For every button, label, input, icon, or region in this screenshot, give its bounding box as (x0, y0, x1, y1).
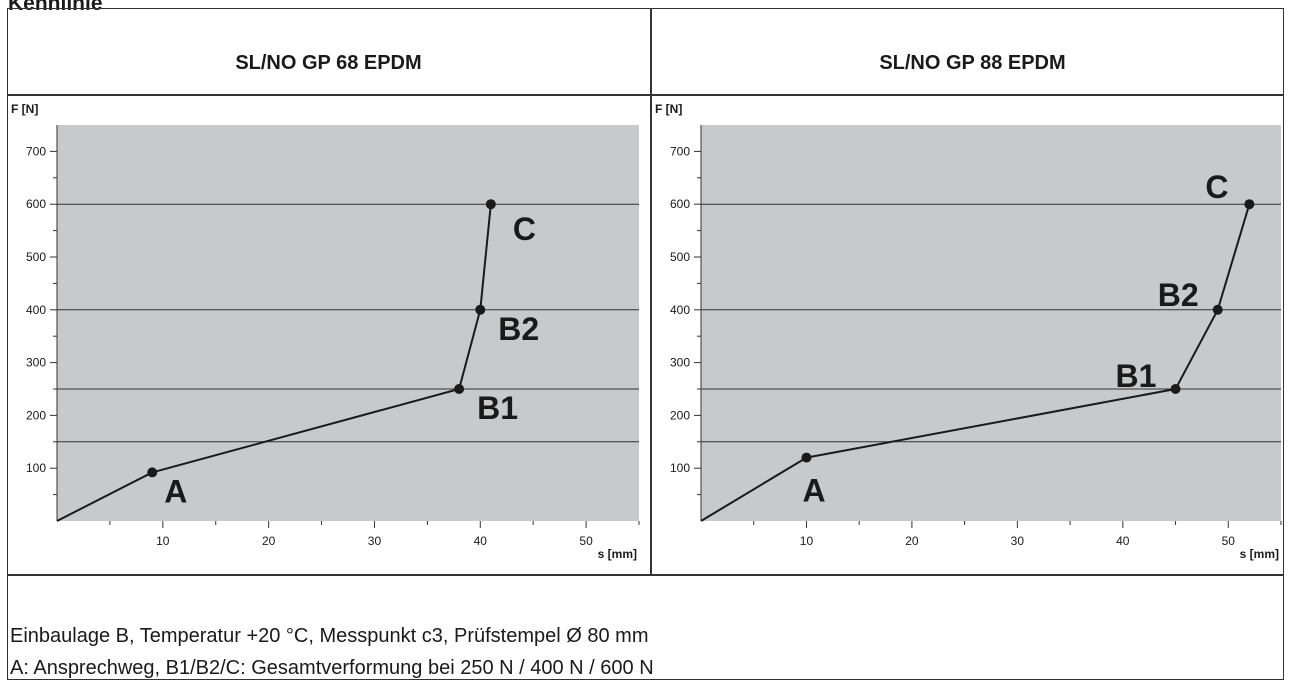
y-axis-label: F [N] (655, 102, 682, 116)
data-point-c (1244, 199, 1255, 210)
point-label-a: A (164, 473, 187, 509)
data-point-b2 (475, 304, 486, 315)
data-point-c (485, 199, 496, 210)
y-tick-label: 300 (670, 356, 690, 370)
point-label-b1: B1 (477, 390, 518, 426)
data-point-a (801, 452, 812, 463)
y-tick-label: 600 (670, 197, 690, 211)
x-tick-label: 40 (474, 534, 488, 548)
header-divider (7, 94, 1284, 96)
x-axis-label: s [mm] (1240, 547, 1279, 561)
x-tick-label: 50 (579, 534, 593, 548)
y-tick-label: 200 (26, 408, 46, 422)
y-axis-label: F [N] (11, 102, 38, 116)
page-title: Kennlinie (8, 0, 103, 15)
y-tick-label: 400 (26, 303, 46, 317)
x-tick-label: 20 (905, 534, 919, 548)
point-label-c: C (513, 211, 536, 247)
plot-area (57, 125, 639, 521)
footer-divider (7, 574, 1284, 576)
data-point-b2 (1212, 304, 1223, 315)
point-label-b2: B2 (498, 311, 539, 347)
y-tick-label: 500 (670, 250, 690, 264)
plot-area (701, 125, 1281, 521)
x-tick-label: 10 (800, 534, 814, 548)
x-tick-label: 30 (1011, 534, 1025, 548)
x-tick-label: 50 (1222, 534, 1236, 548)
point-label-b1: B1 (1116, 358, 1157, 394)
y-tick-label: 600 (26, 197, 46, 211)
y-tick-label: 700 (670, 144, 690, 158)
x-tick-label: 30 (368, 534, 382, 548)
data-point-b1 (1170, 384, 1181, 394)
y-tick-label: 700 (26, 144, 46, 158)
chart-left: 100 200 300 400 500 600 700 10 20 30 40 50 F [N] s [m… (11, 102, 640, 561)
panel-divider (650, 8, 652, 574)
x-tick-label: 10 (156, 534, 170, 548)
point-label-b2: B2 (1158, 277, 1199, 313)
notes: Einbaulage B, Temperatur +20 °C, Messpun… (10, 620, 654, 684)
y-tick-label: 500 (26, 250, 46, 264)
point-label-a: A (802, 473, 825, 509)
x-tick-label: 40 (1116, 534, 1130, 548)
y-tick-label: 200 (670, 408, 690, 422)
figure-frame (7, 8, 1284, 680)
panel-title-right: SL/NO GP 88 EPDM (879, 52, 1066, 74)
y-tick-label: 100 (670, 461, 690, 475)
x-tick-label: 20 (262, 534, 276, 548)
note-line-2: A: Ansprechweg, B1/B2/C: Gesamtverformun… (10, 657, 654, 679)
note-line-1: Einbaulage B, Temperatur +20 °C, Messpun… (10, 625, 649, 647)
x-axis-label: s [mm] (598, 547, 637, 561)
y-tick-label: 300 (26, 356, 46, 370)
panel-title-left: SL/NO GP 68 EPDM (235, 52, 422, 74)
y-tick-label: 100 (26, 461, 46, 475)
data-point-a (147, 467, 158, 478)
data-point-b1 (454, 384, 465, 394)
y-tick-label: 400 (670, 303, 690, 317)
chart-right: 100 200 300 400 500 600 700 10 20 30 40 50 F [N] s [m… (655, 102, 1282, 561)
point-label-c: C (1205, 169, 1228, 205)
